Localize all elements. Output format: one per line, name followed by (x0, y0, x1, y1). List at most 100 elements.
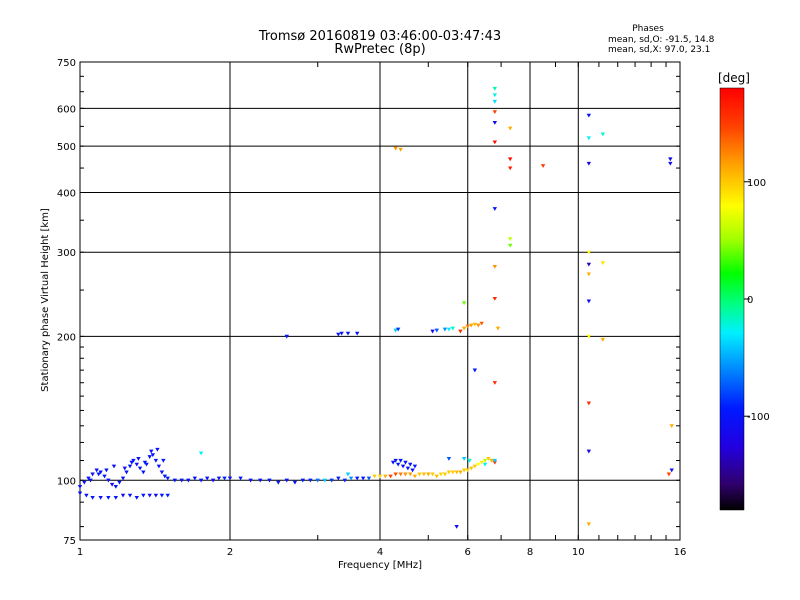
data-point (430, 472, 435, 477)
data-point (77, 485, 83, 489)
data-point (88, 478, 93, 483)
data-point (248, 478, 253, 483)
data-point (393, 458, 398, 463)
data-point (666, 472, 672, 477)
data-point (393, 146, 398, 151)
data-point (104, 468, 109, 473)
data-point (137, 466, 143, 471)
chart-subtitle: RwPretec (8p) (334, 42, 425, 57)
data-point (172, 478, 178, 483)
data-point (408, 472, 413, 477)
data-point (472, 368, 478, 373)
data-point (372, 474, 377, 479)
data-point (120, 476, 126, 481)
x-tick-label: 6 (465, 547, 471, 558)
data-point (467, 458, 472, 463)
data-point (408, 462, 413, 467)
x-tick-label: 4 (377, 547, 383, 558)
data-point (492, 264, 498, 269)
data-point (155, 447, 160, 452)
stats-line-o: mean, sd,O: -91.5, 14.8 (608, 35, 715, 45)
data-point (198, 451, 204, 456)
data-point (113, 485, 119, 489)
data-point (192, 476, 198, 481)
data-point (300, 478, 306, 483)
data-points (77, 86, 674, 529)
data-point (395, 327, 401, 332)
data-point (134, 495, 139, 500)
data-point (586, 299, 592, 304)
data-point (284, 478, 289, 483)
data-point (507, 126, 513, 131)
data-point (489, 458, 494, 463)
data-point (495, 326, 501, 331)
data-point (586, 250, 592, 255)
data-point (82, 480, 87, 485)
data-point (472, 464, 478, 469)
data-point (147, 493, 152, 498)
data-point (98, 470, 103, 475)
data-point (507, 243, 513, 248)
data-point (354, 331, 360, 336)
data-point (390, 460, 396, 465)
data-point (412, 464, 418, 469)
data-point (161, 458, 166, 463)
data-point (430, 329, 435, 334)
data-point (540, 164, 546, 168)
data-point (492, 93, 498, 98)
data-point (586, 262, 592, 267)
y-tick-label: 300 (57, 248, 76, 259)
data-point (267, 478, 272, 483)
data-point (165, 493, 170, 498)
data-point (227, 476, 233, 481)
data-point (476, 323, 481, 328)
data-point (292, 480, 298, 485)
grid (80, 62, 680, 540)
x-axis-label: Frequency [MHz] (338, 560, 422, 571)
data-point (586, 401, 592, 406)
data-point (403, 460, 408, 465)
data-point (308, 478, 313, 483)
data-point (127, 464, 133, 469)
data-point (492, 381, 498, 385)
data-point (345, 472, 351, 477)
y-tick-label: 100 (57, 476, 76, 487)
data-point (222, 476, 227, 481)
data-point (84, 493, 89, 498)
data-point (442, 327, 448, 332)
data-point (446, 470, 452, 475)
data-point (90, 472, 95, 477)
data-point (434, 474, 439, 479)
data-point (482, 462, 488, 467)
x-tick-label: 10 (572, 547, 585, 558)
data-point (412, 474, 418, 479)
data-point (141, 493, 146, 498)
data-point (454, 525, 459, 529)
data-point (129, 460, 134, 465)
data-point (400, 464, 406, 469)
colorbar-tick-label: -100 (747, 412, 770, 423)
data-point (315, 478, 320, 483)
axis-ticks: 1 2 4 6 8 10 16 75 100 200 300 400 500 600 750 (57, 58, 686, 558)
data-point (507, 237, 513, 242)
y-tick-label: 600 (57, 104, 76, 115)
data-point (398, 472, 403, 477)
x-tick-label: 8 (527, 547, 533, 558)
data-point (600, 132, 606, 137)
chart-title: Tromsø 20160819 03:46:00-03:47:43 (258, 29, 501, 44)
data-point (586, 113, 592, 118)
data-point (461, 468, 467, 473)
x-tick-label: 2 (227, 547, 233, 558)
data-point (383, 474, 388, 479)
data-point (403, 472, 408, 477)
data-point (216, 476, 222, 481)
data-point (482, 458, 488, 463)
data-point (492, 296, 498, 301)
data-point (669, 424, 674, 429)
data-point (141, 470, 146, 475)
data-point (186, 478, 191, 483)
data-point (98, 495, 103, 500)
data-point (106, 478, 111, 483)
colorbar (719, 87, 745, 511)
data-point (461, 301, 467, 306)
